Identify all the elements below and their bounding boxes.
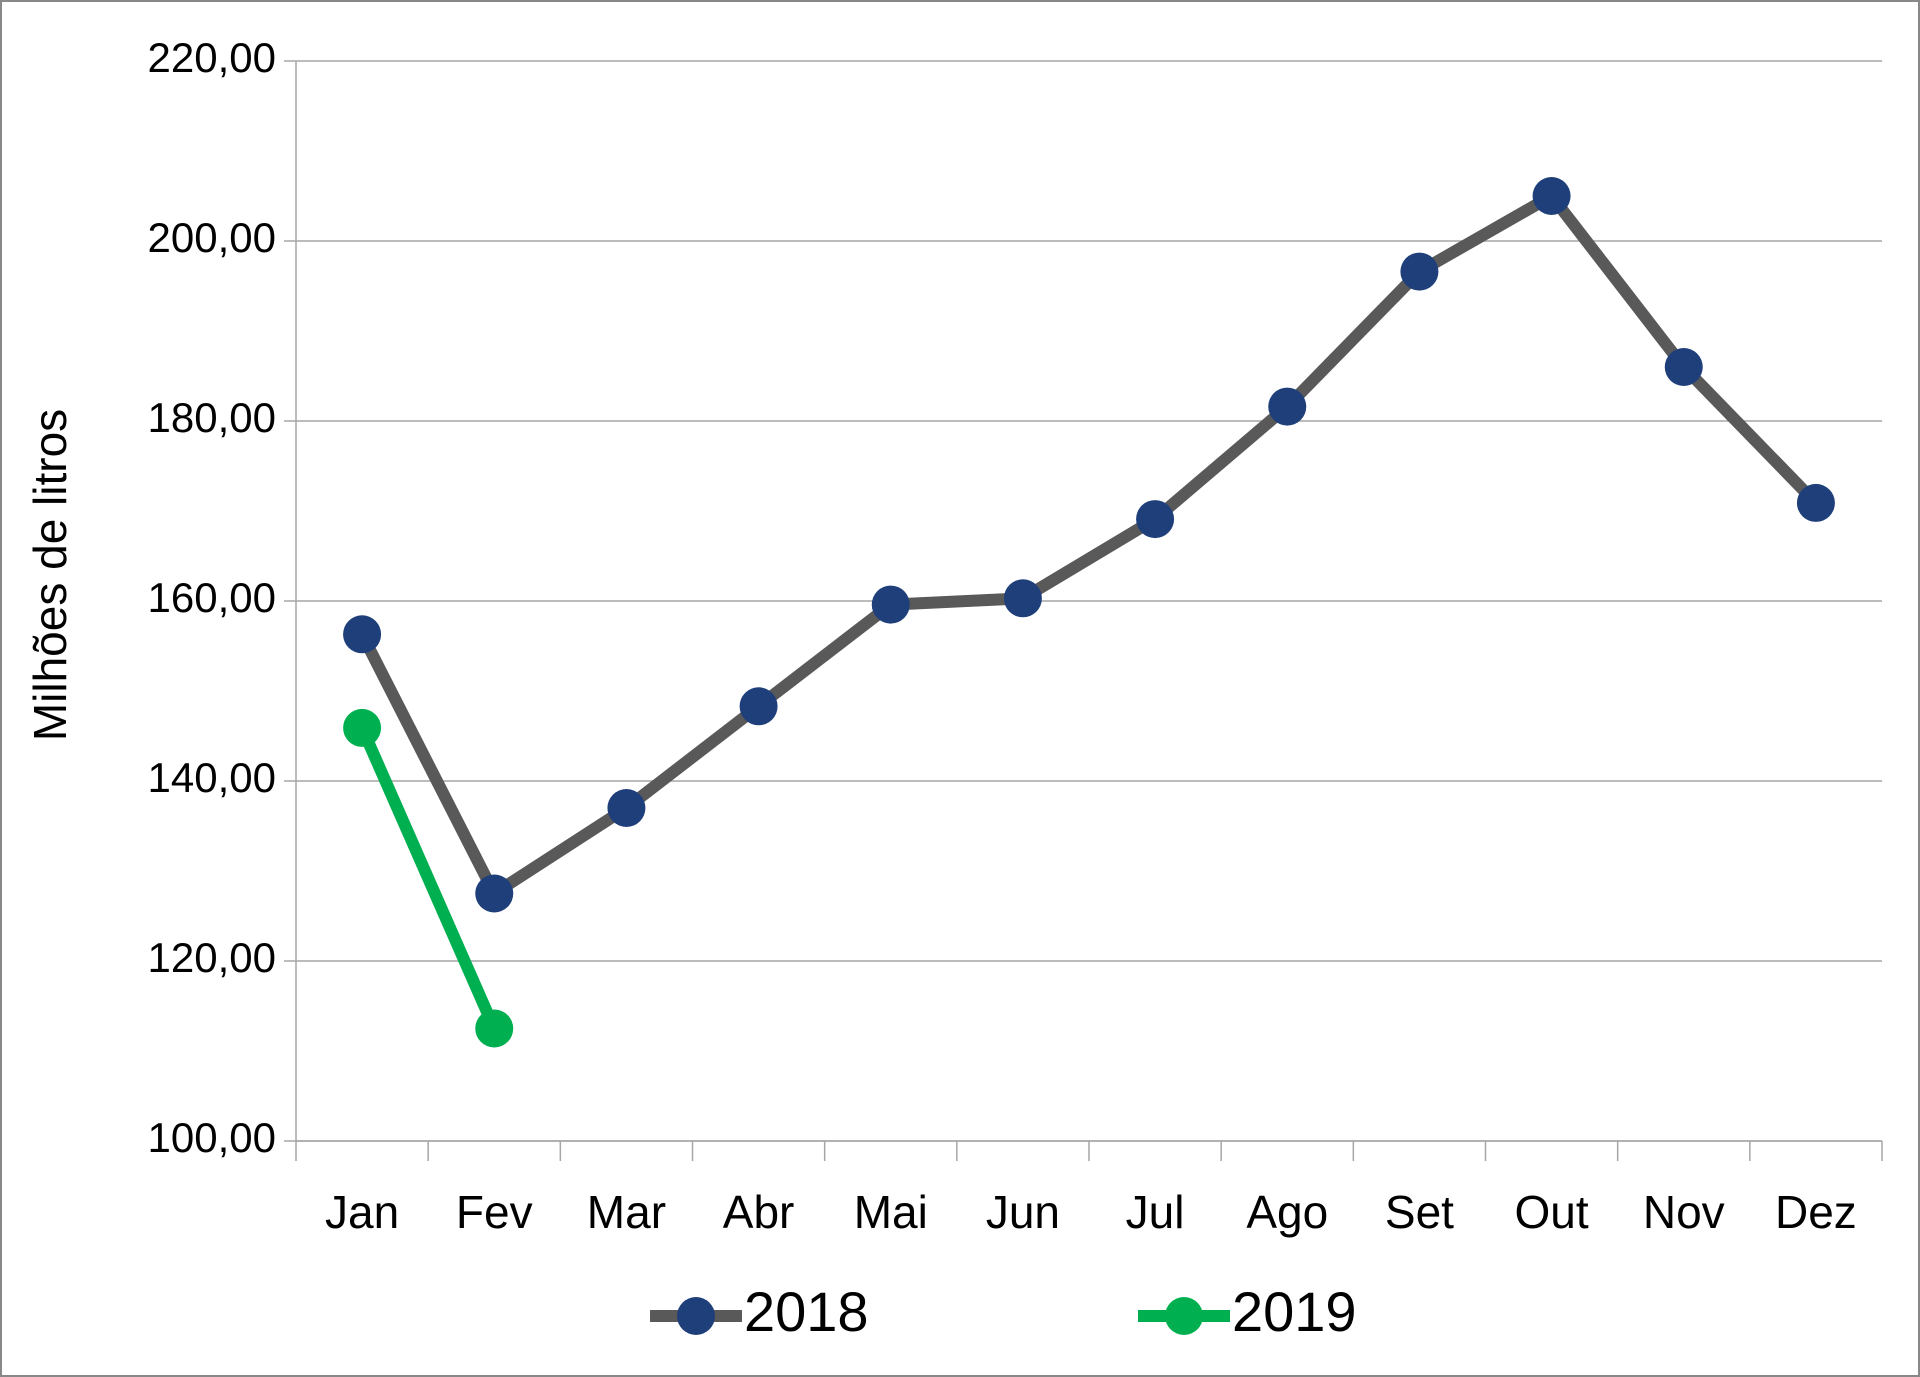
data-point xyxy=(739,687,778,726)
x-tick-label: Abr xyxy=(723,1186,795,1238)
y-axis-title: Milhões de litros xyxy=(24,409,76,741)
y-tick-label: 120,00 xyxy=(148,934,276,981)
series-line xyxy=(356,190,1821,900)
x-tick-label: Mai xyxy=(854,1186,928,1238)
y-tick-label: 160,00 xyxy=(148,574,276,621)
y-tick-label: 140,00 xyxy=(148,754,276,801)
y-tick-label: 180,00 xyxy=(148,394,276,441)
data-point xyxy=(343,615,382,654)
x-tick-label: Nov xyxy=(1643,1186,1725,1238)
y-tick-label: 200,00 xyxy=(148,214,276,261)
data-point xyxy=(1664,348,1703,386)
data-point xyxy=(475,1009,514,1048)
x-tick-label: Out xyxy=(1515,1186,1589,1238)
x-tick-label: Ago xyxy=(1246,1186,1328,1238)
x-tick-label: Jul xyxy=(1126,1186,1185,1238)
y-tick-label: 220,00 xyxy=(148,34,276,81)
data-point xyxy=(1400,252,1439,291)
data-point xyxy=(1796,483,1835,522)
legend-label: 2019 xyxy=(1232,1280,1357,1343)
legend-label: 2018 xyxy=(744,1280,869,1343)
legend-marker xyxy=(1165,1297,1203,1335)
data-point xyxy=(607,789,646,827)
x-tick-label: Mar xyxy=(587,1186,666,1238)
x-tick-label: Set xyxy=(1385,1186,1454,1238)
data-point xyxy=(343,708,382,747)
y-tick-label: 100,00 xyxy=(148,1114,276,1161)
x-tick-label: Jun xyxy=(986,1186,1060,1238)
data-point xyxy=(1003,579,1042,618)
data-point xyxy=(871,585,910,624)
x-tick-label: Fev xyxy=(456,1186,533,1238)
data-point xyxy=(1268,387,1307,426)
data-point xyxy=(1532,177,1571,215)
data-point xyxy=(1136,500,1175,539)
series-line xyxy=(356,725,500,1031)
x-tick-label: Dez xyxy=(1775,1186,1857,1238)
data-point xyxy=(475,874,514,913)
x-tick-label: Jan xyxy=(325,1186,399,1238)
legend-marker xyxy=(677,1297,715,1335)
